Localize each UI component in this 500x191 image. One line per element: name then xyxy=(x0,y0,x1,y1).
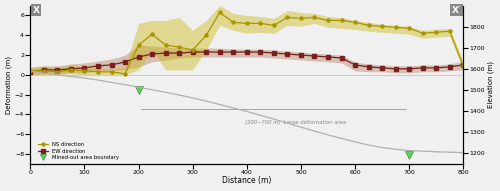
X-axis label: Distance (m): Distance (m) xyxy=(222,176,272,185)
Text: X′: X′ xyxy=(452,6,461,15)
Y-axis label: Elevation (m): Elevation (m) xyxy=(488,61,494,108)
Y-axis label: Deformation (m): Deformation (m) xyxy=(6,56,12,114)
Text: X: X xyxy=(32,6,40,15)
Text: (200~700 m)  Large deformation area: (200~700 m) Large deformation area xyxy=(245,120,346,125)
Legend: NS direction, EW direction, Mined-out area boundary: NS direction, EW direction, Mined-out ar… xyxy=(38,141,120,161)
